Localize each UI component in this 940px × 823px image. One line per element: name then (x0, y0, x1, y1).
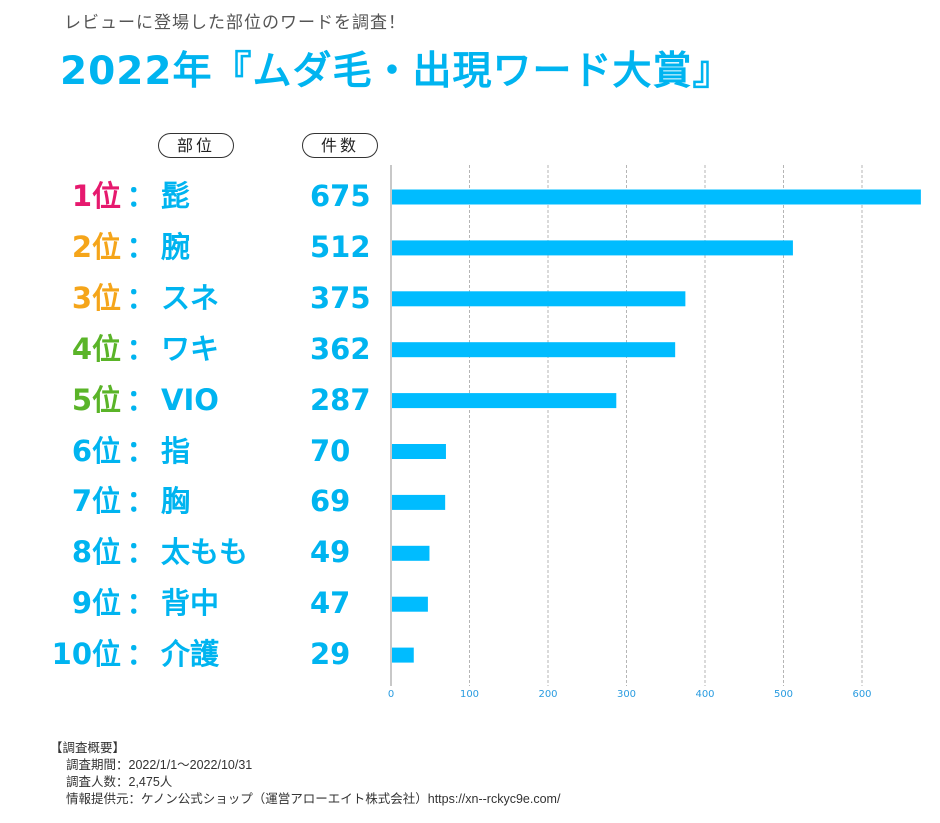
count-label: 69 (310, 484, 351, 519)
bar (392, 596, 428, 612)
rank-label: 6位：指 (0, 433, 190, 469)
rank-number: 2位 (71, 229, 121, 264)
separator: ： (126, 280, 156, 315)
count-label: 512 (310, 229, 371, 264)
rank-number: 7位 (71, 484, 121, 519)
x-tick-label: 300 (617, 689, 636, 700)
notes-period: 調査期間：2022/1/1～2022/10/31 (66, 758, 253, 772)
rank-label: 5位： VIO (0, 382, 219, 418)
x-tick-label: 100 (460, 689, 479, 700)
separator: ： (126, 229, 156, 264)
body-part-label: 指 (161, 433, 191, 468)
body-part-label: 髭 (161, 179, 191, 213)
bar (392, 240, 793, 256)
bar (392, 647, 414, 663)
rank-label: 1位：髭 (0, 178, 190, 214)
count-label: 29 (310, 637, 351, 672)
rank-number: 1位 (71, 179, 121, 213)
subtitle: レビューに登場した部位のワードを調査！ (64, 13, 406, 33)
rank-label: 3位：スネ (0, 280, 219, 316)
bar (392, 189, 921, 205)
separator: ： (126, 382, 156, 417)
rank-label: 9位：背中 (0, 585, 219, 621)
body-part-label: 胸 (161, 484, 191, 519)
rank-label: 4位：ワキ (0, 331, 219, 367)
bar (392, 494, 446, 510)
x-tick-label: 600 (852, 689, 871, 700)
bar (392, 444, 446, 459)
rank-label: 7位：胸 (0, 483, 190, 519)
rank-number: 5位 (71, 382, 121, 417)
body-part-label: スネ (161, 280, 220, 315)
notes-respondents: 調査人数：2,475人 (66, 775, 173, 789)
bar (392, 393, 617, 409)
rank-number: 9位 (71, 586, 121, 621)
notes-source: 情報提供元：ケノン公式ショップ（運営アローエイト株式会社）https://xn-… (66, 792, 561, 806)
survey-notes: 【調査概要】 調査期間：2022/1/1～2022/10/31 調査人数：2,4… (50, 740, 560, 808)
count-label: 49 (310, 535, 351, 570)
x-tick-label: 400 (695, 689, 714, 700)
rank-number: 4位 (71, 331, 121, 366)
separator: ： (126, 179, 156, 213)
rank-number: 3位 (71, 280, 121, 315)
x-tick-label: 200 (538, 689, 557, 700)
rank-number: 6位 (71, 433, 121, 468)
bar (392, 545, 430, 561)
column-header-count: 件数 (302, 133, 378, 158)
separator: ： (126, 433, 156, 468)
count-label: 287 (310, 382, 371, 417)
body-part-label: 背中 (161, 586, 220, 621)
column-header-part: 部位 (158, 133, 234, 158)
count-label: 362 (310, 331, 371, 366)
x-tick-label: 500 (774, 689, 793, 700)
rank-label: 2位：腕 (0, 229, 190, 265)
separator: ： (126, 535, 156, 570)
body-part-label: 腕 (161, 229, 191, 264)
count-label: 675 (310, 179, 371, 213)
separator: ： (126, 637, 156, 672)
rank-number: 8位 (71, 535, 121, 570)
bar (392, 291, 686, 307)
count-label: 70 (310, 433, 351, 468)
separator: ： (126, 331, 156, 366)
body-part-label: 太もも (161, 535, 249, 570)
chart-title: 2022年『ムダ毛・出現ワード大賞』 (60, 49, 733, 94)
body-part-label: ワキ (161, 331, 220, 366)
bar (392, 342, 676, 358)
separator: ： (126, 484, 156, 519)
count-label: 375 (310, 280, 371, 315)
rank-label: 10位：介護 (0, 636, 219, 672)
x-tick-label: 0 (388, 689, 394, 700)
body-part-label: VIO (161, 382, 219, 417)
body-part-label: 介護 (161, 637, 220, 672)
count-label: 47 (310, 586, 351, 621)
separator: ： (126, 586, 156, 621)
rank-label: 8位：太もも (0, 534, 248, 570)
notes-heading: 【調査概要】 (50, 741, 126, 755)
rank-number: 10位 (51, 637, 121, 672)
